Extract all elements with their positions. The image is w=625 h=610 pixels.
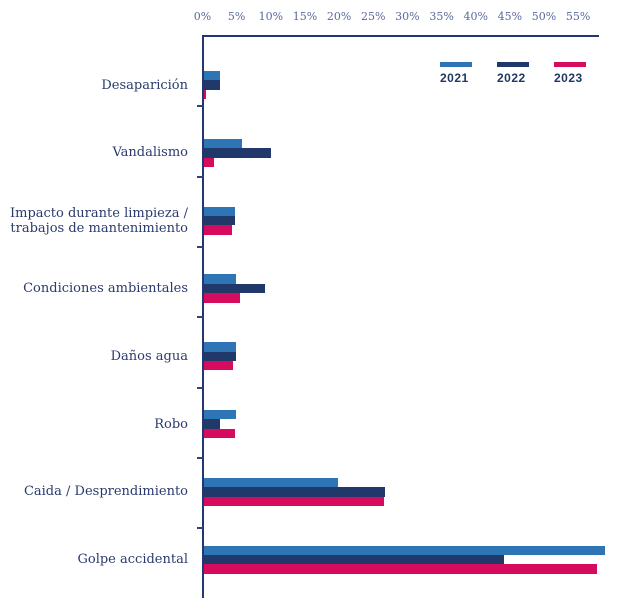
plot-area <box>202 35 599 598</box>
category-label: Vandalismo <box>112 145 188 161</box>
legend-swatch <box>440 62 472 67</box>
bar-2023 <box>204 157 214 167</box>
bar-group <box>204 138 271 167</box>
bar-2023 <box>204 89 207 100</box>
category-axis-tick <box>197 105 203 108</box>
category-label: Impacto durante limpieza / trabajos de m… <box>9 205 188 236</box>
category-label: Golpe accidental <box>77 552 188 568</box>
bar-2022 <box>204 80 221 90</box>
bar-group <box>204 274 266 303</box>
legend: 2021 2022 2023 <box>440 62 586 85</box>
category-axis-tick <box>197 175 203 178</box>
x-tick-label: 25% <box>361 10 386 23</box>
bar-2023 <box>204 293 241 303</box>
legend-label: 2023 <box>554 71 583 85</box>
bar-group <box>204 545 605 574</box>
x-tick-label: 35% <box>429 10 454 23</box>
bar-2022 <box>204 419 221 429</box>
legend-label: 2021 <box>440 71 469 85</box>
bar-group <box>204 206 236 235</box>
bar-2021 <box>204 410 237 420</box>
bar-2021 <box>204 206 236 216</box>
bar-2021 <box>204 545 605 555</box>
bar-2023 <box>204 360 233 371</box>
category-axis-tick <box>197 456 203 459</box>
x-tick-label: 50% <box>531 10 557 23</box>
legend-swatch <box>554 62 586 67</box>
legend-swatch <box>497 62 529 67</box>
bar-2021 <box>204 138 242 149</box>
bar-2022 <box>204 487 385 497</box>
category-label: Caida / Desprendimiento <box>23 484 188 500</box>
x-tick-label: 0% <box>193 10 212 23</box>
bar-2023 <box>204 428 236 439</box>
legend-item: 2022 <box>497 62 529 85</box>
bar-group <box>204 477 385 506</box>
legend-item: 2021 <box>440 62 472 85</box>
x-tick-label: 45% <box>497 10 523 23</box>
x-tick-label: 10% <box>258 10 284 23</box>
bar-2022 <box>204 351 237 361</box>
legend-item: 2023 <box>554 62 586 85</box>
legend-label: 2022 <box>497 71 526 85</box>
bar-2023 <box>204 496 384 506</box>
bar-2021 <box>204 477 338 488</box>
category-axis-tick <box>197 527 203 530</box>
category-axis-tick <box>197 316 203 319</box>
category-label: Daños agua <box>110 348 188 364</box>
x-tick-label: 15% <box>292 10 318 23</box>
category-axis-tick <box>197 245 203 248</box>
x-tick-label: 40% <box>463 10 488 23</box>
bar-group <box>204 342 237 371</box>
x-tick-label: 20% <box>326 10 352 23</box>
bar-group <box>204 410 237 439</box>
x-tick-label: 30% <box>395 10 420 23</box>
bar-group <box>204 71 221 100</box>
bar-2021 <box>204 342 237 352</box>
category-axis-tick <box>197 386 203 389</box>
category-label: Condiciones ambientales <box>23 280 188 296</box>
bar-2022 <box>204 283 266 294</box>
bar-2021 <box>204 274 237 284</box>
bar-2022 <box>204 215 236 226</box>
x-tick-label: 5% <box>227 10 246 23</box>
bar-2022 <box>204 554 504 565</box>
category-label: Desaparición <box>101 77 188 93</box>
bar-2023 <box>204 225 232 235</box>
category-label: Robo <box>154 416 188 432</box>
x-tick-label: 55% <box>565 10 591 23</box>
bar-2021 <box>204 71 220 81</box>
bar-2023 <box>204 564 598 574</box>
bar-2022 <box>204 148 271 158</box>
